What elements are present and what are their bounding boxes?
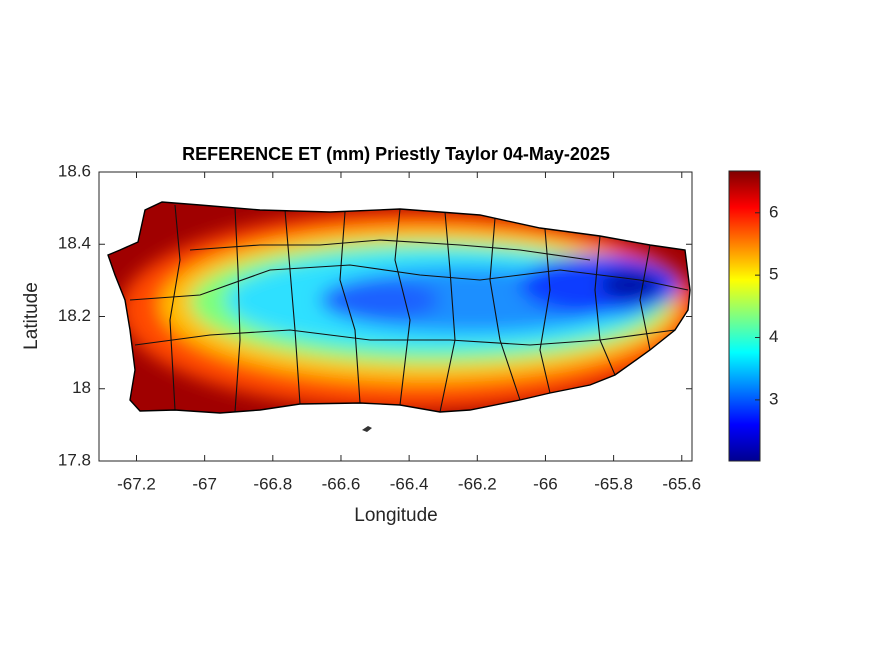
colorbar-tick-label: 6 [769,202,778,221]
y-tick-label: 18.4 [58,234,91,253]
x-tick-label: -65.8 [594,474,633,493]
y-tick-label: 18 [72,378,91,397]
x-tick-label: -67 [192,474,217,493]
municipal-boundaries [129,204,689,413]
x-tick-label: -66.8 [253,474,292,493]
y-axis-label: Latitude [21,282,42,350]
colorbar [728,170,761,462]
x-axis-label: Longitude [354,505,437,526]
x-tick-label: -65.6 [662,474,701,493]
x-tick-label: -66.6 [322,474,361,493]
colorbar-tick-label: 3 [769,389,778,408]
x-tick-label: -66.2 [458,474,497,493]
island-vieques [362,426,372,432]
et-field [108,202,690,413]
y-tick-label: 18.6 [58,161,91,180]
x-tick-label: -66.4 [390,474,429,493]
chart-title: REFERENCE ET (mm) Priestly Taylor 04-May… [182,144,610,164]
x-tick-label: -67.2 [117,474,156,493]
x-tick-label: -66 [533,474,558,493]
y-tick-label: 18.2 [58,306,91,325]
colorbar-tick-label: 5 [769,265,778,284]
y-tick-label: 17.8 [58,450,91,469]
colorbar-tick-label: 4 [769,327,778,346]
